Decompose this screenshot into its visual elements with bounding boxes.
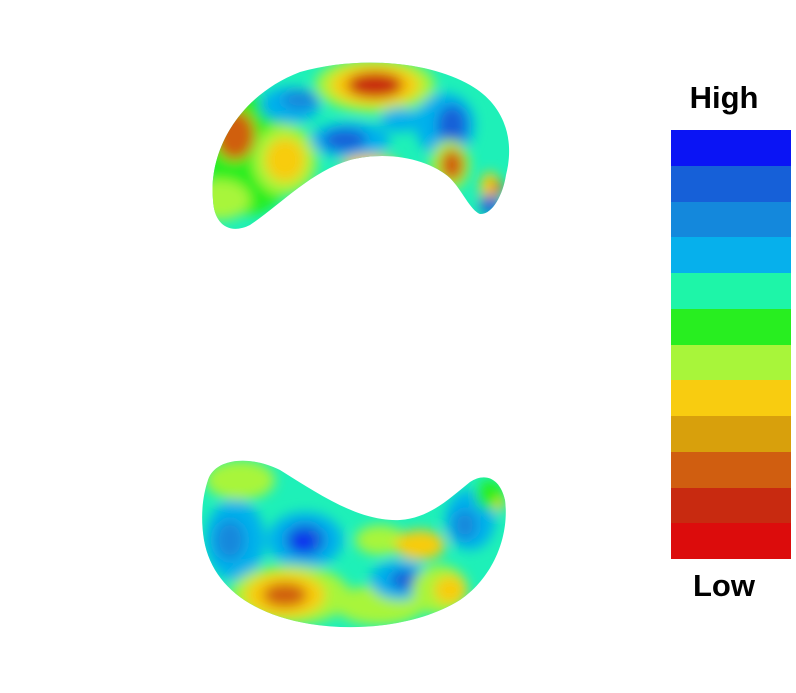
- legend-high-label: High: [689, 80, 759, 115]
- color-scale-bar: [671, 130, 791, 559]
- color-swatch-11: [671, 523, 791, 559]
- color-swatch-9: [671, 451, 791, 488]
- color-swatch-10: [671, 487, 791, 524]
- lower-surface: [202, 460, 506, 628]
- color-swatch-0: [671, 130, 791, 166]
- color-swatch-8: [671, 416, 791, 452]
- color-swatch-2: [671, 201, 791, 238]
- legend-low-label: Low: [693, 568, 755, 603]
- color-swatch-5: [671, 308, 791, 345]
- upper-surface: [212, 62, 510, 229]
- color-swatch-7: [671, 380, 791, 416]
- color-swatch-4: [671, 273, 791, 309]
- color-swatch-3: [671, 237, 791, 273]
- color-swatch-6: [671, 344, 791, 381]
- color-swatch-1: [671, 165, 791, 202]
